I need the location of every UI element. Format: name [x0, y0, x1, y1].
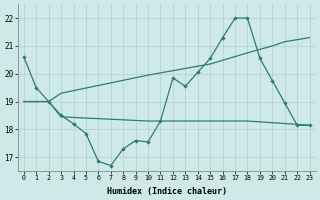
X-axis label: Humidex (Indice chaleur): Humidex (Indice chaleur)	[107, 187, 227, 196]
